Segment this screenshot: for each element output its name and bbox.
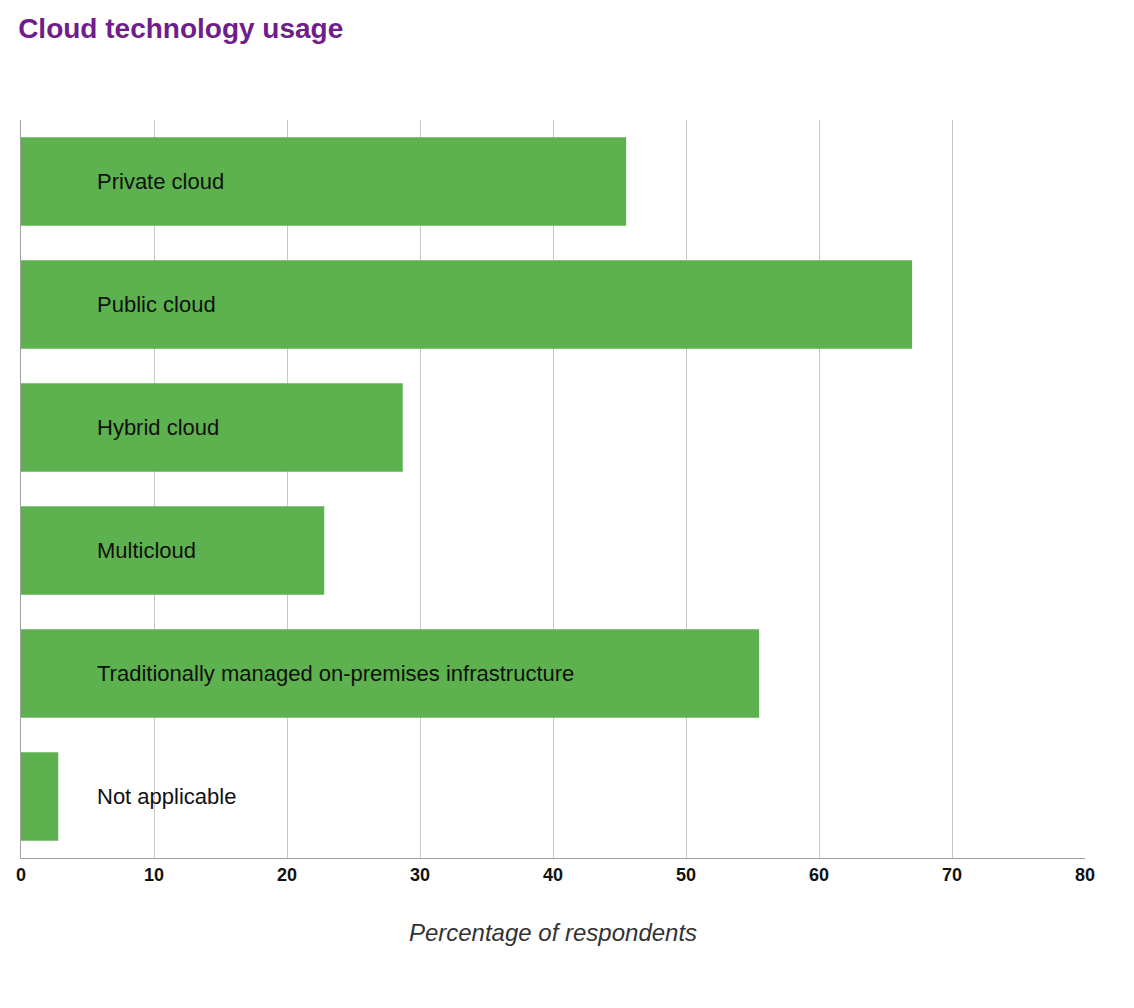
svg-text:Hybrid cloud: Hybrid cloud xyxy=(97,415,219,440)
svg-text:Cloud technology usage: Cloud technology usage xyxy=(18,13,343,44)
svg-text:Percentage of respondents: Percentage of respondents xyxy=(409,919,697,946)
svg-text:30: 30 xyxy=(410,865,430,885)
svg-text:Private cloud: Private cloud xyxy=(97,169,224,194)
svg-text:60: 60 xyxy=(809,865,829,885)
svg-text:50: 50 xyxy=(676,865,696,885)
svg-text:80: 80 xyxy=(1075,865,1095,885)
svg-text:20: 20 xyxy=(277,865,297,885)
svg-text:Public cloud: Public cloud xyxy=(97,292,216,317)
svg-text:10: 10 xyxy=(144,865,164,885)
svg-text:Traditionally managed on-premi: Traditionally managed on-premises infras… xyxy=(97,661,574,686)
svg-text:Multicloud: Multicloud xyxy=(97,538,196,563)
svg-text:40: 40 xyxy=(543,865,563,885)
svg-text:70: 70 xyxy=(942,865,962,885)
svg-text:0: 0 xyxy=(16,865,26,885)
svg-text:Not applicable: Not applicable xyxy=(97,784,236,809)
